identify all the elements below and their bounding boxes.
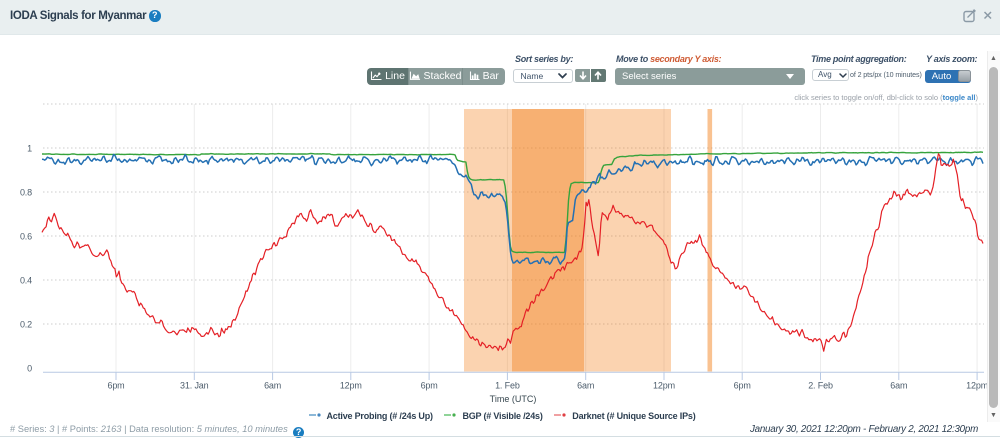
svg-text:0.8: 0.8 bbox=[20, 187, 32, 197]
svg-text:6pm: 6pm bbox=[107, 381, 124, 391]
svg-text:1: 1 bbox=[27, 143, 32, 153]
svg-text:2. Feb: 2. Feb bbox=[808, 381, 833, 391]
svg-text:6am: 6am bbox=[577, 381, 594, 391]
svg-text:6pm: 6pm bbox=[734, 381, 751, 391]
svg-text:0.2: 0.2 bbox=[20, 319, 32, 329]
svg-text:1. Feb: 1. Feb bbox=[495, 381, 520, 391]
svg-text:0.4: 0.4 bbox=[20, 275, 32, 285]
svg-text:0.6: 0.6 bbox=[20, 231, 32, 241]
svg-text:0: 0 bbox=[27, 364, 32, 374]
svg-text:31. Jan: 31. Jan bbox=[180, 381, 209, 391]
svg-text:12pm: 12pm bbox=[966, 381, 988, 391]
svg-text:6am: 6am bbox=[890, 381, 907, 391]
svg-text:6am: 6am bbox=[264, 381, 281, 391]
svg-text:12pm: 12pm bbox=[340, 381, 362, 391]
svg-text:12pm: 12pm bbox=[653, 381, 675, 391]
svg-text:6pm: 6pm bbox=[421, 381, 438, 391]
